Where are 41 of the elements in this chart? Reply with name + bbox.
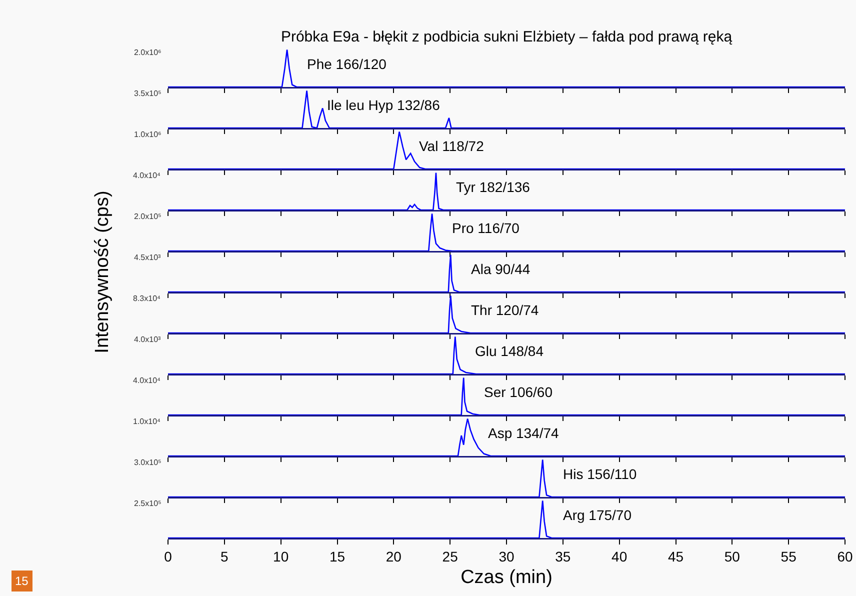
x-tick-label: 60 xyxy=(837,548,853,564)
text: 2.5x10⁵ xyxy=(134,499,162,508)
series-label: His 156/110 xyxy=(563,466,637,482)
chart-title: Próbka E9a - błękit z podbicia sukni Elżbiety – fałda pod prawą ręką xyxy=(280,28,733,46)
x-tick-label: 45 xyxy=(668,548,684,564)
text: 1.0x10⁶ xyxy=(134,130,162,139)
x-tick-label: 5 xyxy=(220,548,229,564)
text: 8.3x10⁴ xyxy=(133,294,162,303)
series-label: Ala 90/44 xyxy=(471,261,530,277)
text: 4.0x10³ xyxy=(134,335,162,344)
text: 1.0x10⁴ xyxy=(133,417,162,426)
x-tick-label: 35 xyxy=(555,548,571,564)
x-tick-label: 0 xyxy=(164,548,172,564)
series-label: Ser 106/60 xyxy=(484,384,553,400)
x-tick-label: 30 xyxy=(498,548,514,564)
series-label: Thr 120/74 xyxy=(471,302,539,318)
text: 15 xyxy=(15,574,29,588)
text: 4.0x10⁴ xyxy=(133,171,162,180)
x-tick-label: 55 xyxy=(780,548,797,564)
x-tick-label: 50 xyxy=(724,548,740,564)
x-tick-label: 25 xyxy=(442,548,458,564)
x-axis-title: Czas (min) xyxy=(460,566,552,588)
x-tick-label: 40 xyxy=(612,548,628,564)
x-tick-label: 10 xyxy=(273,548,289,564)
y-axis-title: Intensywność (cps) xyxy=(92,190,114,353)
text: 4.5x10³ xyxy=(134,253,162,262)
text: 4.0x10⁴ xyxy=(133,376,162,385)
text: 2.0x10⁵ xyxy=(134,212,162,221)
x-tick-label: 20 xyxy=(386,548,402,564)
text: 3.0x10⁵ xyxy=(134,458,162,467)
series-label: Arg 175/70 xyxy=(563,507,632,523)
series-label: Val 118/72 xyxy=(419,138,484,154)
x-tick-label: 15 xyxy=(329,548,346,564)
series-label: Pro 116/70 xyxy=(452,220,520,236)
series-label: Glu 148/84 xyxy=(475,343,544,359)
text: 3.5x10⁵ xyxy=(134,89,162,98)
text: 2.0x10⁶ xyxy=(134,48,162,57)
series-label: Phe 166/120 xyxy=(307,56,387,72)
series-label: Tyr 182/136 xyxy=(456,179,530,195)
series-label: Asp 134/74 xyxy=(488,425,560,441)
series-label: Ile leu Hyp 132/86 xyxy=(327,97,440,113)
